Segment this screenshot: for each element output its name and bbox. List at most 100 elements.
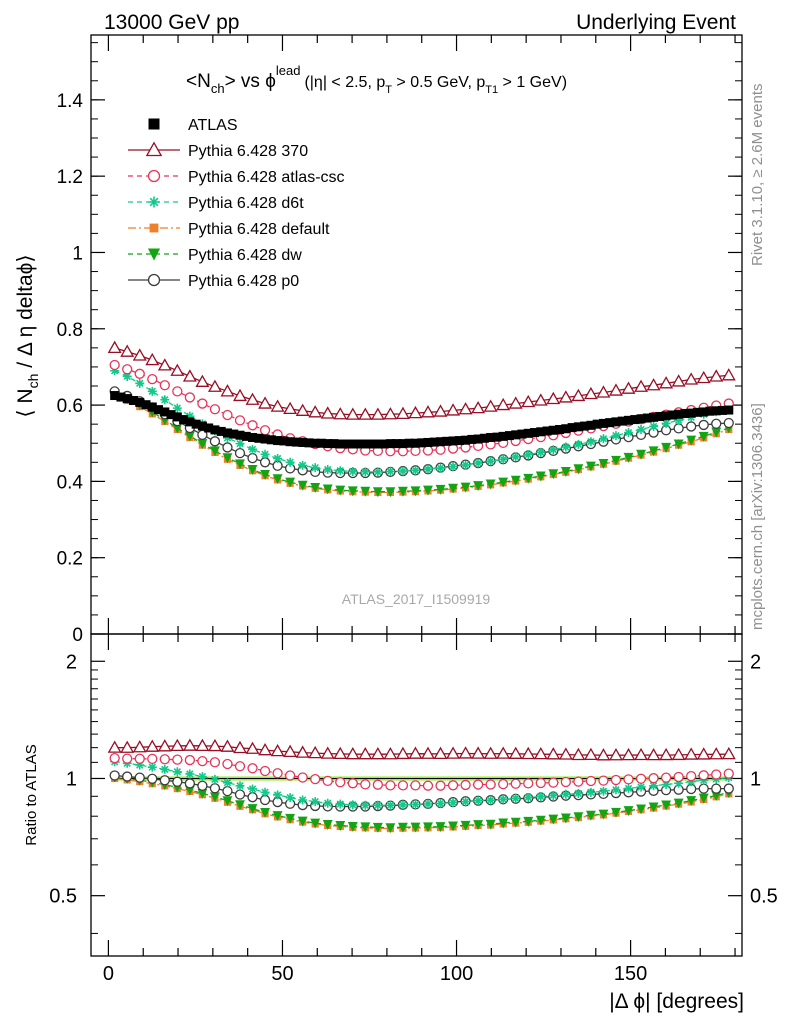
point-atlas <box>210 425 220 435</box>
point-d6t <box>486 456 496 466</box>
point-atlas <box>429 437 439 447</box>
ratio-point-d6t <box>561 789 571 799</box>
ratio-point-d6t <box>511 793 521 803</box>
legend-label-p0: Pythia 6.428 p0 <box>188 273 299 290</box>
point-atlas_csc <box>147 373 158 385</box>
point-atlas <box>310 438 320 448</box>
point-dw <box>209 446 220 457</box>
legend-marker-atlas_csc <box>147 169 161 183</box>
point-p0 <box>711 418 722 429</box>
point-atlas <box>573 422 583 432</box>
point-d6t <box>611 431 621 441</box>
ratio-point-d6t <box>461 797 471 807</box>
point-atlas <box>342 439 352 449</box>
ratio-point-d6t <box>410 799 420 809</box>
point-atlas <box>147 402 157 412</box>
ratio-point-atlas_csc <box>523 778 534 789</box>
point-atlas <box>116 392 126 402</box>
point-atlas <box>617 416 627 426</box>
point-p370 <box>320 406 335 419</box>
ratio-point-p370 <box>145 739 160 752</box>
point-dw <box>285 477 296 488</box>
ratio-point-p370 <box>583 747 598 761</box>
ratio-point-dw <box>435 822 446 833</box>
point-atlas <box>674 409 684 419</box>
ratio-point-p0 <box>122 771 133 782</box>
ratio-point-p370 <box>721 746 736 760</box>
ratio-point-dw <box>560 813 571 824</box>
point-p0 <box>259 457 271 468</box>
point-dw <box>235 459 245 470</box>
ratio-point-p370 <box>709 747 724 760</box>
ratio-point-p370 <box>107 740 122 753</box>
rivet-label: Rivet 3.1.10, ≥ 2.6M events <box>749 84 766 267</box>
ratio-point-atlas_csc <box>698 770 709 781</box>
ratio-point-dw <box>661 800 672 811</box>
ratio-point-d6t <box>222 778 232 788</box>
point-d6t <box>110 366 120 376</box>
ratio-point-d6t <box>598 786 608 796</box>
ratio-point-p370 <box>571 747 586 761</box>
point-p370 <box>120 344 135 357</box>
point-p370 <box>370 407 385 420</box>
point-atlas_csc <box>122 364 133 375</box>
ratio-point-p370 <box>421 746 435 759</box>
point-p370 <box>195 374 210 387</box>
ratio-point-atlas_csc <box>711 769 722 780</box>
point-atlas <box>235 430 245 440</box>
ratio-point-atlas_csc <box>585 775 597 787</box>
point-p370 <box>157 358 172 371</box>
point-atlas <box>248 433 258 443</box>
point-p370 <box>684 372 699 385</box>
energy-label: 13000 GeV pp <box>104 11 239 34</box>
point-atlas <box>172 412 182 422</box>
ratio-point-p0 <box>247 792 258 803</box>
ratio-point-atlas_csc <box>147 753 158 765</box>
point-dw <box>636 449 646 460</box>
point-atlas <box>642 413 652 423</box>
ratio-point-atlas_csc <box>372 779 384 790</box>
ratio-point-atlas_csc <box>335 777 346 788</box>
point-p370 <box>295 403 310 416</box>
point-atlas_csc <box>197 398 208 409</box>
ratio-ytick-label-right: 0.5 <box>750 886 778 908</box>
ratio-point-d6t <box>210 774 220 784</box>
point-d6t <box>624 428 634 438</box>
ratio-point-p370 <box>671 747 686 761</box>
ratio-point-dw <box>423 822 433 833</box>
point-d6t <box>185 411 195 421</box>
ratio-point-d6t <box>624 783 634 793</box>
ratio-point-d6t <box>185 769 195 779</box>
ratio-point-d6t <box>473 796 483 806</box>
process-label: Underlying Event <box>576 11 736 34</box>
ratio-point-d6t <box>423 799 433 809</box>
point-dw <box>548 469 559 480</box>
point-d6t <box>649 421 659 431</box>
legend-marker-dw <box>147 248 161 261</box>
ratio-point-d6t <box>373 800 383 810</box>
ratio-point-atlas_csc <box>660 772 672 783</box>
ratio-point-dw <box>585 810 596 821</box>
point-p370 <box>233 388 247 402</box>
main-ylabel: ⟨ Nch / Δ η deltaϕ⟩ <box>14 254 41 417</box>
point-atlas <box>705 406 715 416</box>
ratio-point-p370 <box>508 746 523 759</box>
ratio-point-dw <box>197 788 208 799</box>
point-atlas <box>580 421 590 431</box>
point-atlas <box>718 405 728 415</box>
ratio-point-d6t <box>160 764 170 774</box>
point-atlas <box>592 419 602 429</box>
ratio-point-d6t <box>448 797 458 807</box>
point-atlas <box>649 412 659 422</box>
point-d6t <box>423 464 433 474</box>
ratio-point-p370 <box>295 745 310 758</box>
point-atlas_csc <box>234 415 246 426</box>
point-atlas <box>316 438 326 448</box>
analysis-watermark: ATLAS_2017_I1509919 <box>342 591 491 607</box>
ratio-point-d6t <box>486 795 496 805</box>
ratio-point-p0 <box>222 785 233 797</box>
legend: ATLAS Pythia 6.428 370 Pythia 6.428 atlas-… <box>128 117 345 290</box>
ratio-point-p370 <box>245 741 260 754</box>
point-atlas_csc <box>259 425 271 436</box>
